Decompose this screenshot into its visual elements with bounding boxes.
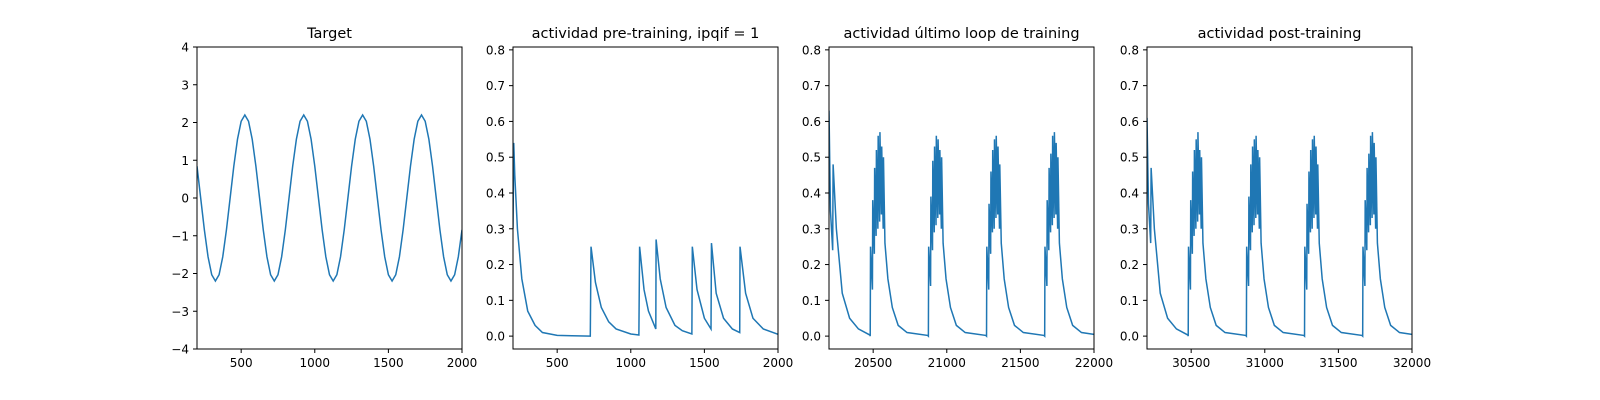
y-tick-label: 0.7 xyxy=(1120,79,1139,93)
y-tick-label: 0.1 xyxy=(1120,294,1139,308)
y-tick-label: 0.2 xyxy=(486,258,505,272)
y-tick-label: 0.5 xyxy=(1120,151,1139,165)
x-tick-label: 1500 xyxy=(373,356,404,370)
subplot: actividad pre-training, ipqif = 1 500 1000… xyxy=(486,26,793,370)
y-tick-label: 0.6 xyxy=(486,115,505,129)
plot-area xyxy=(197,113,462,283)
y-tick-label: 4 xyxy=(181,41,189,55)
y-tick-label: −2 xyxy=(171,267,189,281)
y-tick-label: 2 xyxy=(181,116,189,130)
data-line xyxy=(829,110,1094,338)
plot-area xyxy=(1147,117,1412,338)
x-tick-label: 31000 xyxy=(1246,356,1284,370)
x-tick-label: 2000 xyxy=(447,356,478,370)
axes-frame xyxy=(828,46,1095,350)
y-tick-label: 0.4 xyxy=(802,186,821,200)
y-tick-label: 0.8 xyxy=(1120,43,1139,57)
axes-frame xyxy=(196,46,463,350)
data-line xyxy=(1147,117,1412,338)
subplot: Target 500 1000 1500 2000 −4 −3 −2 −1 0 1 2 3 4 xyxy=(171,26,477,370)
y-tick-label: 0.4 xyxy=(486,186,505,200)
y-tick-label: 0.0 xyxy=(1120,330,1139,344)
y-tick-label: −1 xyxy=(171,229,189,243)
y-tick-label: 0.2 xyxy=(1120,258,1139,272)
y-tick-label: 0.8 xyxy=(486,43,505,57)
subplot-title: actividad pre-training, ipqif = 1 xyxy=(532,26,760,42)
subplot-title: actividad post-training xyxy=(1198,26,1362,42)
y-tick-label: 0.1 xyxy=(802,294,821,308)
y-tick-label: 0.7 xyxy=(802,79,821,93)
y-tick-label: 0.3 xyxy=(486,222,505,236)
x-tick-label: 30500 xyxy=(1172,356,1210,370)
y-tick-label: 0.1 xyxy=(486,294,505,308)
x-tick-label: 500 xyxy=(546,356,569,370)
y-tick-label: 0.0 xyxy=(486,330,505,344)
plot-area xyxy=(513,142,778,337)
x-tick-label: 22000 xyxy=(1075,356,1113,370)
plot-area xyxy=(829,110,1094,338)
y-tick-label: 0.6 xyxy=(1120,115,1139,129)
x-tick-label: 21000 xyxy=(928,356,966,370)
y-tick-label: 0.4 xyxy=(1120,186,1139,200)
x-tick-label: 32000 xyxy=(1393,356,1431,370)
x-tick-label: 1500 xyxy=(689,356,720,370)
y-tick-label: 0.7 xyxy=(486,79,505,93)
y-tick-label: 1 xyxy=(181,154,189,168)
data-line xyxy=(197,113,462,283)
y-tick-label: 3 xyxy=(181,78,189,92)
y-tick-label: 0.3 xyxy=(802,222,821,236)
x-tick-label: 20500 xyxy=(854,356,892,370)
x-tick-label: 31500 xyxy=(1319,356,1357,370)
x-tick-label: 2000 xyxy=(763,356,794,370)
subplot-title: Target xyxy=(306,26,352,42)
y-tick-label: 0.8 xyxy=(802,43,821,57)
subplot-title: actividad último loop de training xyxy=(843,26,1079,42)
y-tick-label: −4 xyxy=(171,343,189,357)
subplot: actividad último loop de training 20500 21… xyxy=(802,26,1113,370)
y-tick-label: 0.3 xyxy=(1120,222,1139,236)
data-line xyxy=(513,142,778,337)
y-tick-label: 0 xyxy=(181,192,189,206)
x-tick-label: 1000 xyxy=(300,356,331,370)
y-tick-label: 0.5 xyxy=(486,151,505,165)
axes-frame xyxy=(512,46,779,350)
x-tick-label: 500 xyxy=(230,356,253,370)
y-tick-label: 0.6 xyxy=(802,115,821,129)
subplot: actividad post-training 30500 31000 31500 32… xyxy=(1120,26,1431,370)
y-tick-label: 0.2 xyxy=(802,258,821,272)
y-tick-label: 0.5 xyxy=(802,151,821,165)
x-tick-label: 1000 xyxy=(616,356,647,370)
y-tick-label: −3 xyxy=(171,305,189,319)
axes-frame xyxy=(1146,46,1413,350)
x-tick-label: 21500 xyxy=(1001,356,1039,370)
y-tick-label: 0.0 xyxy=(802,330,821,344)
